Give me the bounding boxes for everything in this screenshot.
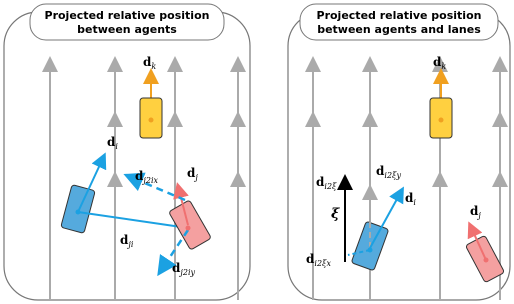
title-line: Projected relative position: [317, 9, 482, 22]
car-i: [61, 185, 96, 234]
label: dk: [433, 55, 446, 71]
left-panel: Projected relative position between agen…: [4, 4, 250, 300]
car-center: [368, 248, 373, 253]
label: dk: [143, 55, 156, 71]
right-panel: Projected relative position between agen…: [288, 4, 510, 300]
label: dj2iy: [172, 261, 196, 277]
car-center: [439, 118, 444, 123]
label: di: [405, 191, 416, 207]
panel-frame: [4, 12, 250, 300]
label: di2ξ: [316, 175, 337, 191]
label: dj: [470, 204, 481, 220]
title-line: Projected relative position: [45, 9, 210, 22]
label: di: [107, 135, 118, 151]
car-center: [186, 226, 191, 231]
label: dj: [187, 166, 198, 182]
title-line: between agents: [77, 23, 177, 36]
label: di2ξx: [306, 252, 331, 268]
car-center: [149, 118, 154, 123]
heading-arrow: [370, 190, 402, 248]
label: dji: [120, 233, 134, 249]
figure: Projected relative position between agen…: [0, 0, 514, 304]
car-center: [484, 258, 489, 263]
label: di2ξy: [376, 164, 401, 180]
car-center: [76, 210, 81, 215]
label: ξ: [331, 206, 340, 222]
title-line: between agents and lanes: [317, 23, 481, 36]
label: dj2ix: [135, 169, 159, 185]
